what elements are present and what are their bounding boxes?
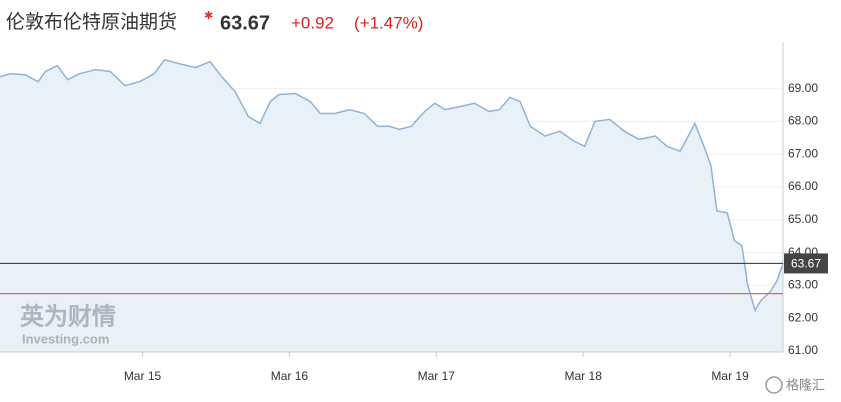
x-tick-label: Mar 19 — [711, 369, 749, 383]
flag-icon: ✱ — [204, 10, 213, 22]
source: 格隆汇 — [786, 377, 825, 392]
chart-title: 伦敦布伦特原油期货 — [6, 11, 177, 33]
x-tick-label: Mar 17 — [418, 369, 456, 383]
source-logo — [765, 376, 783, 394]
x-tick-label: Mar 16 — [271, 369, 309, 383]
y-tick-label: 68.00 — [788, 114, 818, 128]
y-tick-label: 63.00 — [788, 278, 818, 292]
change-pct: (+1.47%) — [354, 13, 423, 32]
watermark-sub: Investing.com — [22, 331, 109, 346]
y-tick-label: 61.00 — [788, 343, 818, 357]
x-tick-label: Mar 18 — [565, 369, 603, 383]
area — [0, 59, 783, 352]
price-box-label: 63.67 — [791, 257, 821, 271]
price: 63.67 — [220, 12, 270, 34]
y-tick-label: 69.00 — [788, 81, 818, 95]
x-tick-label: Mar 15 — [124, 369, 162, 383]
y-tick-label: 62.00 — [788, 310, 818, 324]
y-tick-label: 67.00 — [788, 146, 818, 160]
y-tick-label: 65.00 — [788, 212, 818, 226]
price-box — [784, 253, 828, 274]
change: +0.92 — [291, 13, 334, 32]
line — [0, 58, 784, 313]
y-tick-label: 66.00 — [788, 179, 818, 193]
watermark: 英为财情 — [20, 303, 116, 330]
